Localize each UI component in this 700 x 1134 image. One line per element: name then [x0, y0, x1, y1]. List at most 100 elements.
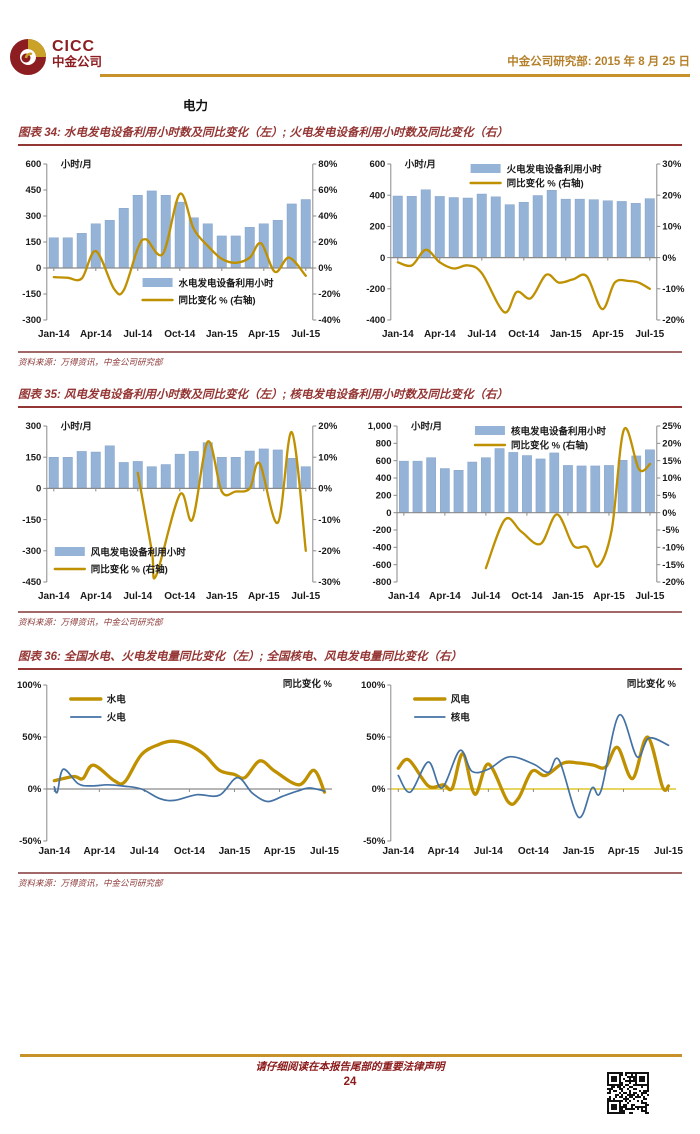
svg-text:-400: -400	[366, 315, 385, 326]
svg-text:Jul-14: Jul-14	[474, 846, 503, 857]
svg-text:0%: 0%	[662, 253, 676, 264]
svg-text:-150: -150	[22, 515, 41, 526]
figure-34-source: 资料来源：万得资讯，中金公司研究部	[18, 351, 682, 368]
svg-text:Jul-14: Jul-14	[467, 329, 496, 340]
svg-text:0: 0	[36, 263, 41, 274]
svg-text:Jul-15: Jul-15	[635, 329, 664, 340]
svg-text:0%: 0%	[318, 263, 332, 274]
svg-text:40%: 40%	[318, 211, 338, 222]
svg-text:600: 600	[25, 159, 41, 170]
svg-text:-300: -300	[22, 315, 41, 326]
svg-text:-200: -200	[366, 284, 385, 295]
section-title: 电力	[183, 99, 209, 113]
svg-text:20%: 20%	[662, 190, 682, 201]
svg-text:450: 450	[25, 185, 41, 196]
svg-text:火电发电设备利用小时: 火电发电设备利用小时	[507, 164, 603, 176]
svg-text:Jan-15: Jan-15	[563, 846, 595, 857]
svg-text:800: 800	[376, 439, 392, 450]
svg-text:Apr-15: Apr-15	[264, 846, 296, 857]
svg-text:核电: 核电	[451, 712, 471, 724]
svg-text:10%: 10%	[662, 222, 682, 233]
svg-text:Jul-15: Jul-15	[291, 591, 320, 602]
chart-svg-hydro-thermal-generation-yoy: 100% 50% 0% -50%Jan-14 Apr-14 Jul-14 Oct-14 Jan…	[17, 678, 339, 857]
svg-text:Jul-14: Jul-14	[123, 329, 152, 340]
svg-text:同比变化 %: 同比变化 %	[283, 678, 333, 690]
svg-text:150: 150	[25, 452, 41, 463]
svg-text:Apr-14: Apr-14	[427, 846, 459, 857]
svg-text:100%: 100%	[17, 680, 42, 691]
svg-text:Jan-15: Jan-15	[206, 591, 238, 602]
svg-text:Oct-14: Oct-14	[511, 591, 543, 602]
svg-text:-200: -200	[372, 525, 391, 536]
figure-36-source: 资料来源：万得资讯，中金公司研究部	[18, 872, 682, 889]
svg-text:Jul-14: Jul-14	[130, 846, 159, 857]
legal-notice: 请仔细阅读在本报告尾部的重要法律声明	[255, 1061, 445, 1073]
svg-text:20%: 20%	[318, 237, 338, 248]
svg-text:Apr-15: Apr-15	[248, 591, 280, 602]
svg-text:25%: 25%	[662, 421, 682, 432]
svg-text:300: 300	[25, 211, 41, 222]
svg-text:200: 200	[369, 222, 385, 233]
header-date: 中金公司研究部: 2015 年 8 月 25 日	[507, 56, 690, 68]
svg-text:0: 0	[380, 253, 385, 264]
svg-text:Jan-15: Jan-15	[552, 591, 584, 602]
svg-text:10%: 10%	[318, 452, 338, 463]
svg-text:-20%: -20%	[318, 546, 341, 557]
svg-text:小时/月: 小时/月	[410, 421, 442, 433]
chart-svg-wind-utilization: 300 150 0 -150 -300 -450 20% 10% 0% -10% -20% -30% J…	[22, 421, 341, 603]
svg-text:-20%: -20%	[662, 315, 685, 326]
svg-text:Jul-15: Jul-15	[654, 846, 683, 857]
figure-35-title: 图表 35: 风电发电设备利用小时数及同比变化（左）; 核电发电设备利用小时数及…	[18, 386, 682, 408]
svg-text:100%: 100%	[361, 680, 386, 691]
svg-text:20%: 20%	[662, 439, 682, 450]
svg-text:1,000: 1,000	[368, 421, 392, 432]
svg-text:0%: 0%	[662, 508, 676, 519]
svg-text:Jan-15: Jan-15	[219, 846, 251, 857]
svg-text:0%: 0%	[28, 784, 42, 795]
figure-36-title: 图表 36: 全国水电、火电发电量同比变化（左）; 全国核电、风电发电量同比变化…	[18, 648, 682, 670]
svg-text:-150: -150	[22, 289, 41, 300]
svg-text:Oct-14: Oct-14	[174, 846, 206, 857]
svg-text:Oct-14: Oct-14	[164, 329, 196, 340]
svg-text:-10%: -10%	[662, 543, 685, 554]
svg-text:同比变化 % (右轴): 同比变化 % (右轴)	[179, 295, 256, 307]
cicc-logo-icon	[10, 39, 46, 75]
page-number: 24	[343, 1076, 357, 1088]
logo-text: CICC 中金公司	[52, 39, 102, 70]
svg-text:Jul-15: Jul-15	[291, 329, 320, 340]
svg-text:-20%: -20%	[318, 289, 341, 300]
svg-text:Jan-14: Jan-14	[382, 329, 414, 340]
svg-text:Apr-15: Apr-15	[593, 591, 625, 602]
svg-text:Jul-15: Jul-15	[310, 846, 339, 857]
svg-text:80%: 80%	[318, 159, 338, 170]
chart-svg-hydro-utilization: 600 450 300 150 0 -150 -300 80% 60% 40% 20% 0% -20% -…	[22, 159, 341, 341]
svg-text:-10%: -10%	[662, 284, 685, 295]
svg-text:Apr-14: Apr-14	[424, 329, 456, 340]
svg-text:水电: 水电	[107, 694, 127, 706]
svg-text:Apr-14: Apr-14	[80, 591, 112, 602]
svg-text:5%: 5%	[662, 491, 676, 502]
svg-text:60%: 60%	[318, 185, 338, 196]
chart-hydro-utilization: 600 450 300 150 0 -150 -300 80% 60% 40% 20% 0% -20% -…	[10, 150, 346, 351]
chart-wind-nuclear-yoy: 100% 50% 0% -50% Jan-14 Apr-14 Jul-14 Oct-14 Jan…	[354, 671, 690, 868]
svg-text:-600: -600	[372, 560, 391, 571]
svg-text:0: 0	[386, 508, 391, 519]
svg-text:200: 200	[376, 491, 392, 502]
figure-34-title: 图表 34: 水电发电设备利用小时数及同比变化（左）; 火电发电设备利用小时数及…	[18, 124, 682, 146]
svg-text:Apr-14: Apr-14	[80, 329, 112, 340]
svg-text:Oct-14: Oct-14	[508, 329, 540, 340]
svg-text:同比变化 % (右轴): 同比变化 % (右轴)	[511, 440, 588, 452]
chart-svg-thermal-utilization: 600 400 200 0 -200 -400 30% 20% 10% 0% -10% -20% Jan…	[366, 159, 685, 341]
svg-text:15%: 15%	[662, 456, 682, 467]
svg-text:Apr-15: Apr-15	[248, 329, 280, 340]
footer-divider	[20, 1054, 682, 1057]
svg-text:Jan-15: Jan-15	[550, 329, 582, 340]
svg-text:-10%: -10%	[318, 515, 341, 526]
svg-text:Jan-14: Jan-14	[38, 329, 70, 340]
svg-text:Apr-14: Apr-14	[83, 846, 115, 857]
svg-text:Jul-15: Jul-15	[636, 591, 665, 602]
chart-nuclear-utilization: 1,000 800 600 400 200 0 -200 -400 -600 -800 25% 20%…	[354, 412, 690, 613]
svg-text:400: 400	[376, 473, 392, 484]
svg-text:核电发电设备利用小时: 核电发电设备利用小时	[511, 426, 607, 438]
